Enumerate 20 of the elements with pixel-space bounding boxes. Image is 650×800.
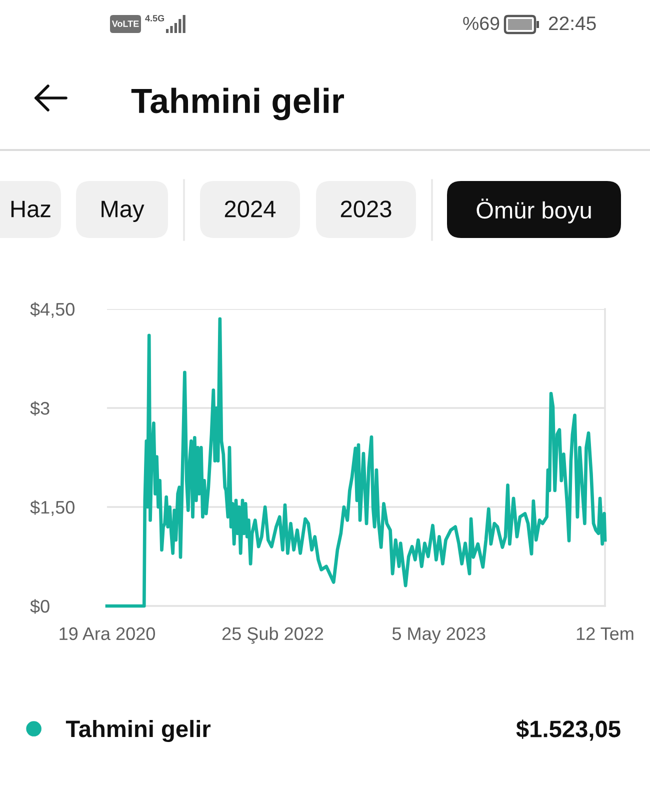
x-tick-label: 25 Şub 2022 [222, 626, 324, 644]
text: Haz [11, 200, 50, 218]
text: Ömür boyu [476, 198, 591, 224]
text: 2023 [340, 200, 392, 218]
legend-label: Tahmini gelir [66, 720, 211, 742]
y-tick-label: $1,50 [30, 500, 74, 516]
text: 4.5G [145, 15, 164, 22]
text: %69 [463, 16, 500, 30]
y-tick-label: $3 [30, 401, 50, 416]
y-tick-label: $0 [30, 599, 50, 614]
text: VoLTE [112, 20, 139, 27]
y-tick-label: $4,50 [30, 302, 74, 318]
chart-title: Tahmini gelir [131, 88, 344, 120]
text: $1.523,05 [516, 720, 620, 741]
text: 2024 [224, 200, 276, 218]
text: 22:45 [548, 16, 596, 30]
x-tick-label: 5 May 2023 [392, 627, 486, 644]
x-tick-label: 19 Ara 2020 [60, 627, 155, 640]
text: May [102, 200, 144, 222]
x-tick-label: 12 Tem [576, 627, 634, 640]
